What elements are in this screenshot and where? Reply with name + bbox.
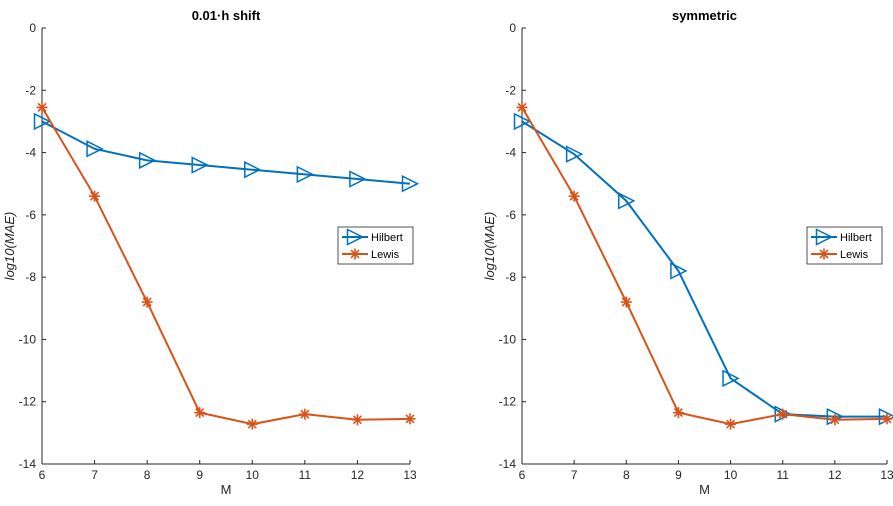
- y-tick-label: -10: [19, 332, 37, 346]
- x-tick-label: 8: [623, 468, 630, 482]
- data-point-marker: [141, 296, 153, 308]
- data-point-marker: [516, 101, 528, 113]
- y-tick-label: 0: [29, 21, 36, 35]
- y-tick-label: -4: [25, 146, 36, 160]
- legend-label: Lewis: [840, 249, 869, 261]
- data-point-marker: [246, 418, 258, 430]
- legend-label: Hilbert: [840, 232, 872, 244]
- y-tick-label: -14: [499, 457, 517, 471]
- data-point-marker: [191, 156, 209, 174]
- legend-box: [337, 226, 414, 265]
- x-tick-label: 9: [675, 468, 682, 482]
- x-tick-label: 12: [351, 468, 365, 482]
- x-tick-label: 8: [144, 468, 151, 482]
- y-axis-label: log10(MAE): [2, 212, 17, 281]
- data-point-marker: [618, 192, 636, 210]
- y-tick-label: -12: [499, 395, 517, 409]
- y-tick-label: -8: [25, 270, 36, 284]
- data-point-marker: [672, 407, 684, 419]
- y-tick-label: -10: [499, 332, 517, 346]
- x-tick-label: 9: [196, 468, 203, 482]
- data-point-marker: [33, 112, 52, 131]
- y-tick-label: -12: [19, 395, 37, 409]
- data-point-marker: [346, 228, 365, 246]
- data-point-marker: [244, 160, 262, 179]
- y-tick-label: -8: [505, 270, 516, 284]
- series-line: [521, 120, 887, 418]
- x-tick-label: 10: [246, 468, 260, 482]
- legend-label: Lewis: [371, 249, 400, 261]
- data-point-marker: [620, 296, 632, 308]
- series-hilbert: [513, 112, 893, 426]
- x-tick-label: 6: [519, 468, 526, 482]
- data-point-marker: [670, 262, 688, 280]
- legend-label: Hilbert: [371, 232, 403, 244]
- data-point-marker: [829, 414, 841, 426]
- data-point-marker: [351, 414, 363, 426]
- x-axis-label: M: [221, 482, 232, 497]
- x-tick-label: 12: [828, 468, 842, 482]
- data-point-marker: [36, 101, 48, 113]
- y-tick-label: -14: [19, 457, 37, 471]
- data-point-marker: [349, 170, 367, 188]
- data-point-marker: [881, 413, 893, 425]
- y-tick-label: -2: [505, 83, 516, 97]
- y-tick-label: -4: [505, 146, 516, 160]
- data-point-marker: [194, 407, 206, 419]
- data-point-marker: [401, 175, 420, 193]
- x-tick-label: 11: [776, 468, 789, 482]
- x-tick-label: 13: [403, 468, 417, 482]
- x-tick-label: 7: [91, 468, 98, 482]
- legend: Hilbert Lewis: [337, 226, 414, 265]
- y-axis-label: log10(MAE): [482, 212, 497, 281]
- data-point-marker: [818, 248, 830, 260]
- y-tick-label: -6: [25, 208, 36, 222]
- data-point-marker: [349, 248, 361, 260]
- series-lewis: [516, 101, 893, 430]
- chart-panel-2: 6 7 8 9 10 11 12 13 0 -2 -4 -6 -8 -10 -12 -14 symmetric M…: [482, 8, 893, 497]
- data-point-marker: [815, 228, 834, 246]
- y-tick-label: -2: [25, 83, 36, 97]
- x-tick-label: 6: [39, 468, 46, 482]
- series-line: [521, 106, 888, 426]
- chart-title: symmetric: [672, 8, 737, 23]
- data-point-marker: [404, 413, 416, 425]
- y-tick-label: -6: [505, 208, 516, 222]
- series-hilbert: [33, 112, 420, 193]
- y-tick-label: 0: [509, 21, 516, 35]
- data-point-marker: [138, 151, 157, 170]
- data-point-marker: [565, 145, 584, 163]
- chart-title: 0.01·h shift: [192, 8, 261, 23]
- series-lewis: [36, 101, 416, 430]
- x-tick-label: 13: [880, 468, 893, 482]
- x-tick-label: 10: [724, 468, 738, 482]
- data-point-marker: [296, 165, 315, 184]
- data-point-marker: [568, 190, 580, 202]
- x-axis-label: M: [699, 482, 710, 497]
- data-point-marker: [725, 418, 737, 430]
- data-point-marker: [89, 190, 101, 202]
- x-tick-label: 7: [571, 468, 578, 482]
- legend-box: [806, 226, 883, 265]
- data-point-marker: [722, 369, 740, 388]
- legend: Hilbert Lewis: [806, 226, 883, 265]
- x-tick-label: 11: [299, 468, 312, 482]
- data-point-marker: [777, 408, 789, 420]
- chart-panel-1: 6 7 8 9 10 11 12 13 0 -2 -4 -6 -8 -10 -12 -14 0.01·h shi…: [2, 8, 420, 497]
- series-line: [41, 106, 411, 426]
- series-line: [41, 120, 411, 185]
- data-point-marker: [513, 112, 532, 131]
- data-point-marker: [299, 408, 311, 420]
- data-point-marker: [86, 140, 104, 158]
